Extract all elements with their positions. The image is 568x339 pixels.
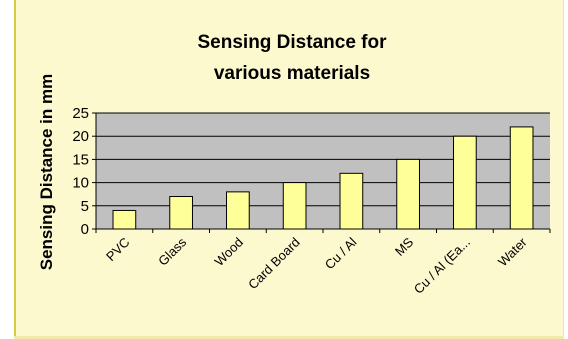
x-category-label: Water: [495, 234, 530, 269]
x-category-label: Card Board: [245, 235, 303, 293]
y-tick-label: 15: [72, 151, 89, 168]
chart-title-line-2: various materials: [214, 63, 370, 84]
x-category-label: PVC: [103, 235, 133, 265]
x-category-label: Wood: [212, 235, 246, 269]
bar-4: [339, 172, 364, 230]
y-tick-label: 25: [72, 105, 89, 122]
chart-title-line-1: Sensing Distance for: [198, 32, 388, 53]
y-tick-label: 5: [81, 198, 89, 215]
y-tick-label: 20: [72, 128, 89, 145]
bar-6: [453, 135, 477, 230]
bar-5: [396, 158, 420, 230]
y-tick-label: 0: [81, 221, 89, 238]
panel-bottom-edge: [14, 336, 564, 339]
bar-3: [282, 182, 307, 230]
x-category-label: Cu / Al (Ea...: [411, 235, 473, 297]
y-tick-label: 10: [72, 175, 89, 192]
x-category-label: Glass: [155, 234, 189, 268]
bar-2: [226, 191, 250, 230]
bar-0: [112, 209, 137, 230]
x-category-label: Cu / Al: [322, 234, 360, 272]
plot-area: [96, 113, 550, 229]
x-category-label: MS: [392, 234, 417, 259]
y-axis-label: Sensing Distance in mm: [37, 74, 56, 271]
bar-7: [509, 126, 534, 230]
bar-1: [169, 196, 193, 230]
